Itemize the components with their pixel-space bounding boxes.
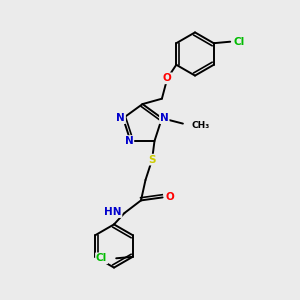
Text: Cl: Cl [234, 37, 245, 47]
Text: HN: HN [104, 207, 122, 217]
Text: N: N [124, 136, 134, 146]
Text: Cl: Cl [96, 253, 107, 263]
Text: N: N [116, 113, 125, 123]
Text: S: S [148, 154, 156, 165]
Text: O: O [166, 192, 175, 202]
Text: O: O [163, 73, 172, 83]
Text: CH₃: CH₃ [191, 121, 210, 130]
Text: N: N [160, 113, 169, 123]
